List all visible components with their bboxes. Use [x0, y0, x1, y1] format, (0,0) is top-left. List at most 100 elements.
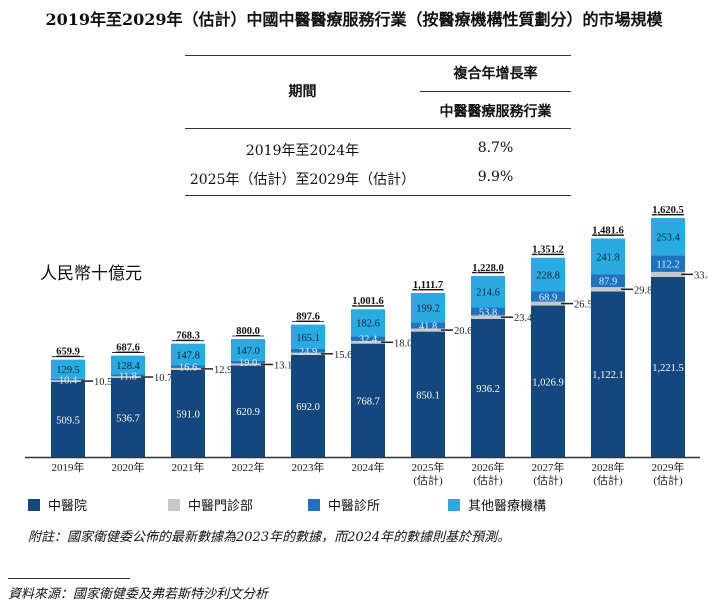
legend-swatch: [308, 498, 320, 511]
bar-segment: [171, 365, 205, 368]
source-rule: [8, 578, 130, 579]
data-label: 18.0: [394, 338, 412, 349]
total-label: 897.6: [296, 312, 320, 323]
data-label: 33.4: [694, 270, 708, 281]
legend-label: 中醫院: [48, 499, 88, 514]
legend-label: 中醫門診部: [188, 499, 254, 514]
bar-segment: [591, 287, 625, 292]
x-tick-label: 2027年: [532, 460, 565, 474]
bar-segment: [411, 331, 445, 457]
bar-segment: [111, 376, 145, 378]
bar-segment: [651, 276, 685, 457]
bar-segment: [231, 360, 265, 364]
data-label: 253.4: [656, 233, 680, 244]
bar-segment: [291, 352, 325, 355]
data-label: 15.6: [334, 350, 352, 361]
x-tick-label: 2028年: [592, 460, 625, 474]
x-tick-label: 2025年: [412, 460, 445, 474]
total-label: 1,111.7: [413, 280, 443, 291]
x-tick-label: (估計): [413, 473, 443, 487]
total-label: 768.3: [176, 331, 200, 342]
bar-segment: [171, 369, 205, 457]
data-label: 509.5: [56, 415, 80, 426]
table-header-period: 期間: [288, 84, 317, 100]
data-label: 23.4: [514, 313, 533, 324]
chart-title: 2019年至2029年（估計）中國中醫醫療服務行業（按醫療機構性質劃分）的市場規…: [45, 10, 663, 29]
data-label: 591.0: [176, 409, 200, 420]
table-top-rule: [185, 55, 571, 56]
data-label: 228.8: [536, 271, 560, 282]
data-label: 147.0: [236, 346, 260, 357]
data-label: 68.9: [539, 293, 557, 304]
bar-segment: [651, 217, 685, 256]
bar-segment: [471, 315, 505, 319]
footnote: 附註：國家衛健委公佈的最新數據為2023年的數據，而2024年的數據則基於預測。: [28, 530, 511, 545]
bar-segment: [51, 378, 85, 381]
x-tick-label: 2021年: [172, 460, 205, 474]
total-label: 1,620.5: [652, 205, 684, 216]
data-label: 768.7: [356, 396, 380, 407]
x-tick-label: 2029年: [652, 460, 685, 474]
data-label: 692.0: [296, 402, 320, 413]
x-tick-label: 2020年: [112, 460, 145, 474]
data-label: 936.2: [476, 384, 500, 395]
data-label: 41.8: [419, 321, 437, 332]
total-label: 659.9: [56, 347, 80, 358]
bar-segment: [471, 275, 505, 308]
source: 資料來源：國家衛健委及弗若斯特沙利文分析: [8, 587, 269, 602]
bar-segment: [51, 380, 85, 382]
table-mid-rule: [420, 91, 571, 92]
bar-segment: [471, 318, 505, 457]
data-label: 850.1: [416, 390, 440, 401]
data-label: 24.9: [299, 347, 317, 358]
legend-item: 中醫診所: [308, 495, 448, 514]
x-tick-label: (估計): [473, 473, 503, 487]
bar-segment: [351, 343, 385, 457]
data-label: 20.6: [454, 326, 472, 337]
data-label: 1,122.1: [592, 370, 624, 381]
total-label: 1,481.6: [592, 225, 624, 236]
data-label: 112.2: [656, 260, 679, 271]
x-tick-label: (估計): [533, 473, 563, 487]
bar-segment: [531, 291, 565, 302]
table-row-cagr: 9.9%: [477, 169, 514, 185]
x-tick-label: (估計): [653, 473, 683, 487]
bar-segment: [231, 365, 265, 457]
bar-segment: [51, 359, 85, 379]
total-label: 1,001.6: [352, 296, 384, 307]
total-label: 800.0: [236, 326, 260, 337]
bar-segment: [351, 336, 385, 341]
total-label: 1,228.0: [472, 263, 504, 274]
legend-label: 中醫診所: [328, 499, 381, 514]
bar-segment: [351, 309, 385, 337]
bar-segment: [171, 343, 205, 366]
data-label: 16.6: [179, 363, 197, 374]
data-label: 536.7: [116, 413, 140, 424]
bar-segment: [51, 381, 85, 457]
total-label: 687.6: [116, 343, 140, 354]
table-subheader: 中醫醫療服務行業: [439, 104, 552, 120]
data-label: 10.4: [59, 376, 78, 387]
data-label: 1,026.9: [532, 377, 564, 388]
legend-item: 中醫院: [28, 495, 168, 514]
table-header-cagr: 複合年增長率: [453, 66, 538, 82]
legend-swatch: [28, 498, 40, 511]
data-label: 10.5: [94, 377, 112, 388]
table-bottom-rule: [185, 195, 571, 196]
table-header-rule: [185, 128, 571, 129]
bar-segment: [111, 355, 145, 375]
bar-segment: [231, 339, 265, 361]
bar-segment: [411, 328, 445, 332]
bar-segment: [231, 363, 265, 366]
table-row-period: 2025年（估計）至2029年（估計）: [189, 172, 416, 188]
data-label: 165.1: [296, 333, 320, 344]
legend-swatch: [448, 498, 460, 511]
legend-item: 中醫門診部: [168, 495, 308, 514]
data-label: 53.8: [479, 307, 497, 318]
legend-item: 其他醫療機構: [448, 495, 588, 514]
data-label: 199.2: [416, 304, 440, 315]
data-label: 29.8: [634, 285, 652, 296]
bar-segment: [291, 324, 325, 349]
